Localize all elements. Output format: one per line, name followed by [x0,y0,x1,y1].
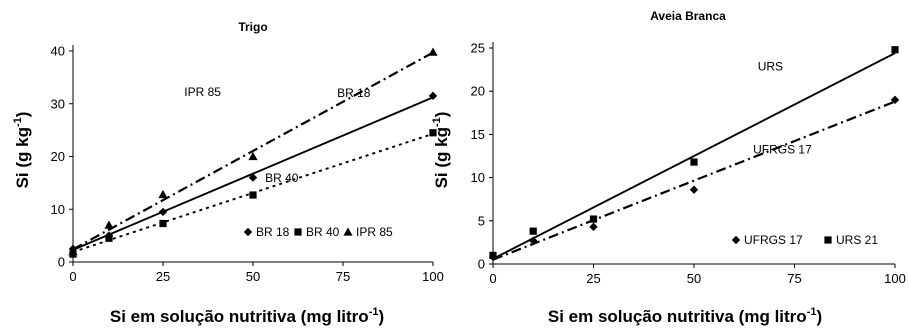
data-point [690,158,698,166]
data-point [158,189,168,199]
data-point [428,47,438,56]
data-point [248,173,258,182]
y-tick-label: 10 [51,202,65,217]
data-point [249,191,257,199]
series-ipr-85 [68,47,438,256]
y-tick-label: 0 [58,255,65,270]
legend-label: URS 21 [836,233,878,247]
line-label: URS [758,59,783,73]
data-point [248,151,258,161]
line-label: UFRGS 17 [753,142,812,156]
legend: UFRGS 17 URS 21 [731,233,878,247]
x-axis-title-text: Si em solução nutritiva (mg litro [548,307,807,326]
y-axis-title-end: ) [432,112,451,118]
y-tick-label: 20 [471,84,485,99]
y-tick-label: 40 [51,44,65,59]
data-point [589,222,598,232]
x-tick-label: 0 [489,271,496,286]
chart-title: Trigo [238,20,267,34]
x-axis-title-superscript: -1 [369,306,379,318]
y-tick-label: 10 [471,170,485,185]
y-tick-label: 30 [51,96,65,111]
x-tick-label: 75 [336,269,350,284]
data-point [890,95,900,105]
y-axis-title-text: Si (g kg [432,127,451,188]
y-axis-title-superscript: -1 [12,117,24,127]
regression-line [492,52,896,260]
line-label: BR 18 [337,86,371,100]
data-point [689,185,699,194]
y-axis-title: Si (g kg-1) [431,112,451,189]
x-tick-label: 0 [69,269,76,284]
data-point [589,215,598,223]
legend-label: IPR 85 [356,225,393,239]
data-point [68,246,78,256]
regression-line [492,100,896,261]
data-point [529,227,537,235]
line-label: IPR 85 [184,85,221,99]
legend-marker [731,235,741,245]
data-point [428,91,438,101]
y-axis-title-end: ) [13,112,32,118]
chart-2: Aveia Branca 0 5 10 15 20 25 0 25 50 75 100 Si em so… [431,9,906,326]
regression-line [72,51,434,251]
data-point [489,251,497,259]
chart-title: Aveia Branca [650,9,726,23]
x-axis-title: Si em solução nutritiva (mg litro-1) [548,306,822,326]
y-axis-title: Si (g kg-1) [12,112,32,189]
y-axis-title-superscript: -1 [431,117,443,127]
data-point [104,220,114,229]
y-tick-label: 5 [478,213,485,228]
x-axis-title-superscript: -1 [807,306,817,318]
legend: BR 18 BR 40 IPR 85 [243,225,393,239]
legend-label: BR 18 [256,225,290,239]
data-point [159,219,167,228]
x-axis-title-text: Si em solução nutritiva (mg litro [110,307,369,326]
y-tick-label: 15 [471,127,485,142]
legend-marker [243,227,253,237]
chart-1: Trigo 0 10 20 30 40 0 25 50 75 100 Si em solução nu… [12,20,444,326]
x-tick-label: 25 [156,269,170,284]
series-urs-21 [489,46,899,260]
x-tick-label: 100 [422,269,444,284]
data-point [158,207,168,217]
legend-marker [343,227,353,236]
x-tick-label: 75 [787,271,801,286]
y-tick-label: 0 [478,257,485,272]
legend-label: BR 40 [306,225,340,239]
x-tick-label: 50 [246,269,260,284]
data-point [891,46,899,54]
legend-label: UFRGS 17 [744,233,803,247]
data-point [429,129,437,137]
data-point [529,236,538,245]
x-axis-title-end: ) [816,307,822,326]
line-label: BR 40 [265,171,299,185]
x-tick-label: 25 [586,271,600,286]
legend-marker [294,228,302,236]
x-axis-title-end: ) [378,307,384,326]
y-tick-label: 25 [471,41,485,56]
x-tick-label: 50 [687,271,701,286]
y-axis-title-text: Si (g kg [13,127,32,188]
y-tick-label: 20 [51,149,65,164]
legend-marker [824,236,832,244]
data-point [105,234,113,242]
x-axis-title: Si em solução nutritiva (mg litro-1) [110,306,384,326]
x-tick-label: 100 [884,271,906,286]
